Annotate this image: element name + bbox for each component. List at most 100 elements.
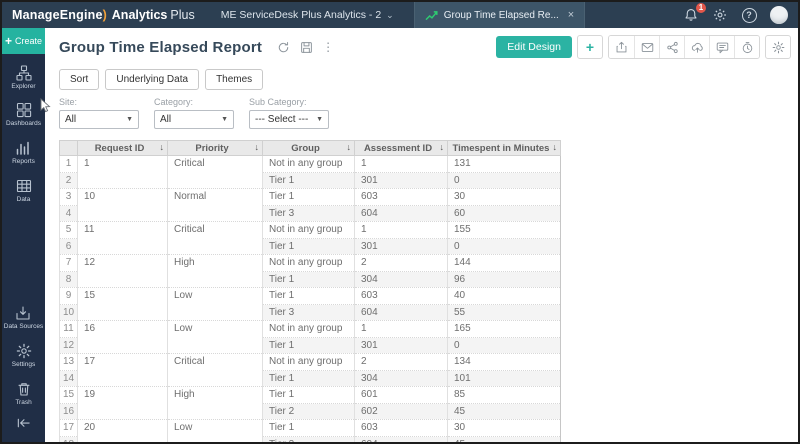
chevron-down-icon: ▼: [221, 116, 228, 123]
sort-descending-icon[interactable]: ↓: [254, 142, 260, 152]
sidebar-item-label: Data: [16, 196, 31, 203]
row-number-cell: 12: [59, 336, 78, 354]
underlying-data-button[interactable]: Underlying Data: [105, 69, 200, 90]
sort-button[interactable]: Sort: [59, 69, 100, 90]
row-number-cell: 17: [59, 419, 78, 436]
add-button[interactable]: +: [577, 35, 603, 59]
refresh-button[interactable]: [276, 40, 290, 54]
notifications-button[interactable]: 1: [683, 3, 706, 23]
sidebar-item-dashboards[interactable]: Dashboards: [6, 102, 41, 127]
row-number-cell: 5: [59, 221, 78, 238]
row-number-cell: 8: [59, 270, 78, 288]
gear-icon: [714, 9, 726, 21]
sidebar-item-data-sources[interactable]: Data Sources: [4, 305, 43, 330]
cell-request-id: 11: [77, 221, 168, 255]
cell-group: Tier 1: [262, 336, 355, 354]
cell-group: Tier 2: [262, 402, 355, 420]
alert-button[interactable]: [734, 36, 759, 58]
save-button[interactable]: [299, 40, 313, 54]
help-button[interactable]: ?: [741, 7, 757, 23]
topbar-settings-button[interactable]: [712, 7, 728, 23]
cell-request-id: 10: [77, 188, 168, 222]
cell-group: Tier 1: [262, 287, 355, 304]
column-header-group[interactable]: Group ↓: [262, 140, 355, 156]
table-row: 4 Tier 3 604 60: [59, 204, 561, 222]
sidebar-item-label: Trash: [15, 399, 32, 406]
cell-group: Not in any group: [262, 254, 355, 271]
sort-descending-icon[interactable]: ↓: [346, 142, 352, 152]
cell-group: Not in any group: [262, 320, 355, 337]
cell-assessment-id: 2: [354, 353, 448, 370]
row-number-cell: 9: [59, 287, 78, 304]
data-sources-icon: [16, 306, 31, 320]
table-header-row: Request ID ↓ Priority ↓ Group ↓ Assessment ID ↓…: [59, 140, 561, 156]
sidebar-item-data[interactable]: Data: [16, 178, 32, 203]
comment-button[interactable]: [709, 36, 734, 58]
cell-priority: Critical: [167, 155, 263, 189]
manageengine-logo: ManageEngine) Analytics Plus: [12, 8, 195, 22]
column-header-label: Priority: [195, 142, 229, 154]
cell-assessment-id: 603: [354, 188, 448, 205]
table-row: 7 12 High Not in any group 2 144: [59, 254, 561, 288]
tab-close-icon[interactable]: ×: [567, 9, 575, 21]
trash-icon: [17, 383, 30, 396]
table-row: 14 Tier 1 304 101: [59, 369, 561, 387]
cell-timespent: 96: [447, 270, 561, 288]
top-bar: ManageEngine) Analytics Plus ME ServiceD…: [2, 2, 798, 28]
sub-category-filter-select[interactable]: --- Select --- ▼: [249, 110, 329, 129]
category-filter-select[interactable]: All ▼: [154, 110, 234, 129]
export-button[interactable]: [609, 36, 634, 58]
user-avatar[interactable]: [770, 6, 788, 24]
report-tab[interactable]: Group Time Elapsed Re... ×: [413, 2, 586, 28]
report-settings-button[interactable]: [765, 35, 791, 59]
column-header-request-id[interactable]: Request ID ↓: [77, 140, 168, 156]
sidebar-item-settings[interactable]: Settings: [12, 343, 35, 368]
sub-category-filter-label: Sub Category:: [249, 97, 307, 107]
cell-timespent: 0: [447, 171, 561, 189]
collapse-sidebar-button[interactable]: [16, 416, 31, 434]
cell-assessment-id: 1: [354, 155, 448, 172]
clock-alert-icon: [742, 41, 752, 53]
sort-descending-icon[interactable]: ↓: [159, 142, 165, 152]
trend-chart-icon: [425, 10, 438, 20]
cell-request-id: 15: [77, 287, 168, 321]
publish-button[interactable]: [684, 36, 709, 58]
table-row: 16 Tier 2 602 45: [59, 402, 561, 420]
cell-timespent: 0: [447, 237, 561, 255]
sort-descending-icon[interactable]: ↓: [552, 142, 558, 152]
cell-priority: Low: [167, 320, 263, 354]
email-button[interactable]: [634, 36, 659, 58]
sidebar-item-trash[interactable]: Trash: [15, 381, 32, 406]
cell-request-id: 17: [77, 353, 168, 387]
table-row: 6 Tier 1 301 0: [59, 237, 561, 255]
column-header-priority[interactable]: Priority ↓: [167, 140, 263, 156]
cell-priority: Low: [167, 419, 263, 442]
workspace-selector[interactable]: ME ServiceDesk Plus Analytics - 2 ⌄: [221, 9, 394, 21]
cell-timespent: 155: [447, 221, 561, 238]
more-options-button[interactable]: ⋮: [322, 40, 335, 54]
table-row: 10 Tier 3 604 55: [59, 303, 561, 321]
cell-timespent: 45: [447, 435, 561, 442]
themes-button[interactable]: Themes: [205, 69, 264, 90]
column-header-timespent-in-minutes[interactable]: Timespent in Minutes ↓: [447, 140, 561, 156]
notification-badge: 1: [696, 3, 706, 13]
edit-design-button[interactable]: Edit Design: [496, 36, 572, 58]
comment-icon: [716, 42, 728, 53]
sidebar-item-explorer[interactable]: Explorer: [11, 65, 36, 90]
cell-request-id: 20: [77, 419, 168, 442]
column-header-assessment-id[interactable]: Assessment ID ↓: [354, 140, 448, 156]
sidebar-item-reports[interactable]: Reports: [12, 140, 35, 165]
product-text: Analytics: [111, 8, 168, 22]
email-icon: [641, 42, 653, 52]
create-button[interactable]: + Create: [2, 28, 45, 54]
table-body: 1 1 Critical Not in any group 1 131 2 Tier 1 301…: [59, 155, 561, 442]
site-filter-value: All: [65, 114, 77, 125]
share-button[interactable]: [659, 36, 684, 58]
site-filter-select[interactable]: All ▼: [59, 110, 139, 129]
page-title: Group Time Elapsed Report: [59, 38, 263, 56]
cell-assessment-id: 2: [354, 254, 448, 271]
sort-descending-icon[interactable]: ↓: [439, 142, 445, 152]
cell-priority: Critical: [167, 221, 263, 255]
cell-group: Tier 1: [262, 369, 355, 387]
